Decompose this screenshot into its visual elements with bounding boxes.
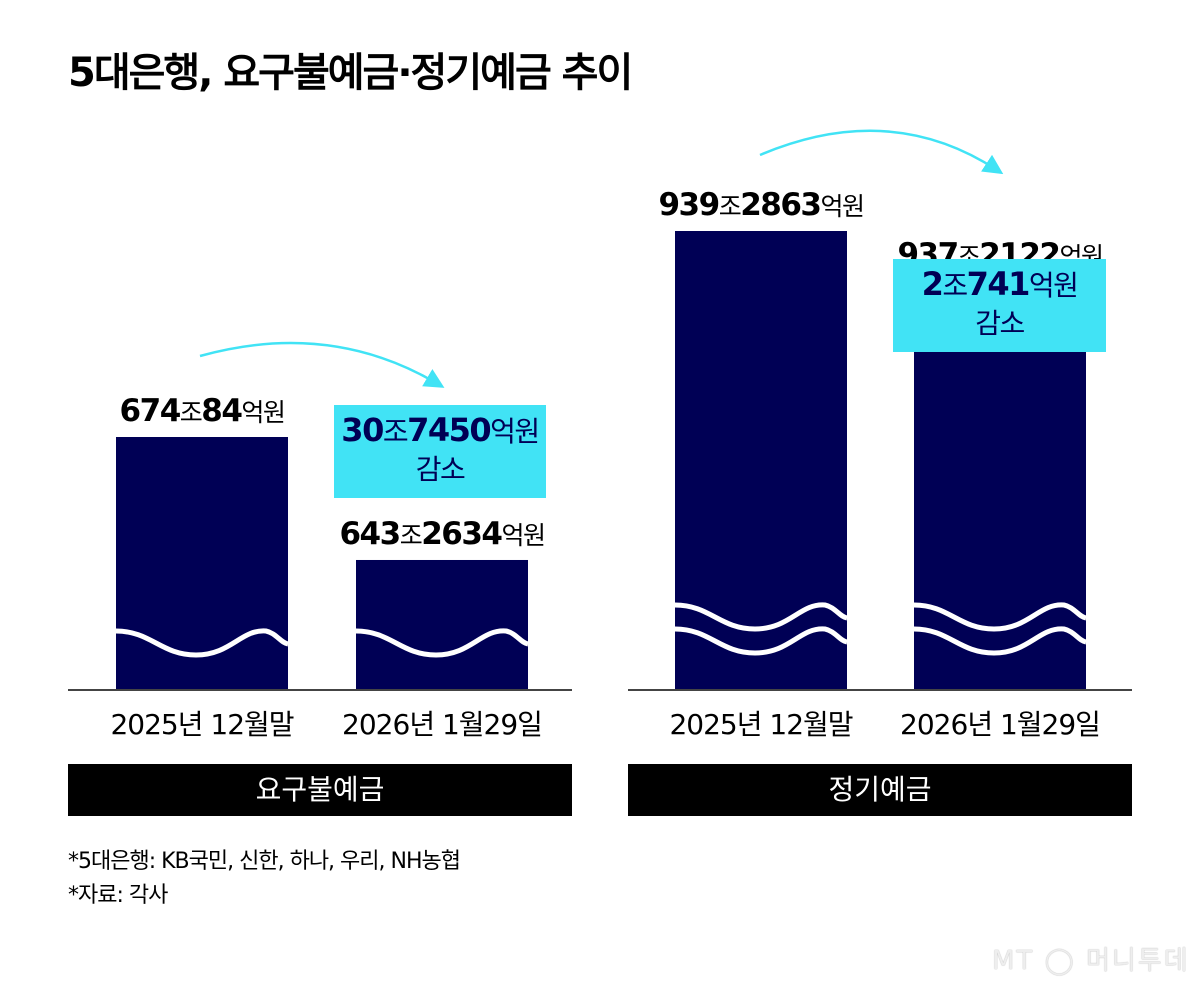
- change-callout: 2조741억원 감소: [893, 259, 1106, 352]
- note-source: *자료: 각사: [68, 883, 168, 908]
- trend-arrow: [759, 129, 1004, 175]
- bar: [116, 437, 288, 690]
- bar-value-label: 939조2863억원: [658, 187, 865, 223]
- category-label: 2026년 1월29일: [900, 708, 1101, 741]
- bar-value-label: 674조84억원: [119, 393, 286, 429]
- category-label: 2026년 1월29일: [342, 708, 543, 741]
- panel-label: 요구불예금: [68, 764, 572, 816]
- bar: [356, 559, 528, 690]
- axis-break-wave: [913, 602, 1087, 632]
- axis-break-wave: [913, 626, 1087, 656]
- bar-value-label: 643조2634억원: [339, 515, 546, 552]
- bar: [675, 231, 847, 690]
- axis-break-wave: [355, 628, 529, 658]
- change-callout: 30조7450억원 감소: [334, 405, 546, 498]
- panel-label: 정기예금: [628, 764, 1132, 816]
- axis-break-wave: [674, 602, 848, 632]
- category-label: 2025년 12월말: [110, 708, 294, 741]
- axis-break-wave: [115, 628, 289, 658]
- category-label: 2025년 12월말: [669, 708, 853, 741]
- note-banks: *5대은행: KB국민, 신한, 하나, 우리, NH농협: [68, 849, 461, 874]
- trend-arrow: [199, 341, 445, 388]
- logo: MT ◯ 머니투데이: [992, 946, 1190, 976]
- axis-break-wave: [674, 626, 848, 656]
- chart-title: 5대은행, 요구불예금·정기예금 추이: [68, 50, 633, 96]
